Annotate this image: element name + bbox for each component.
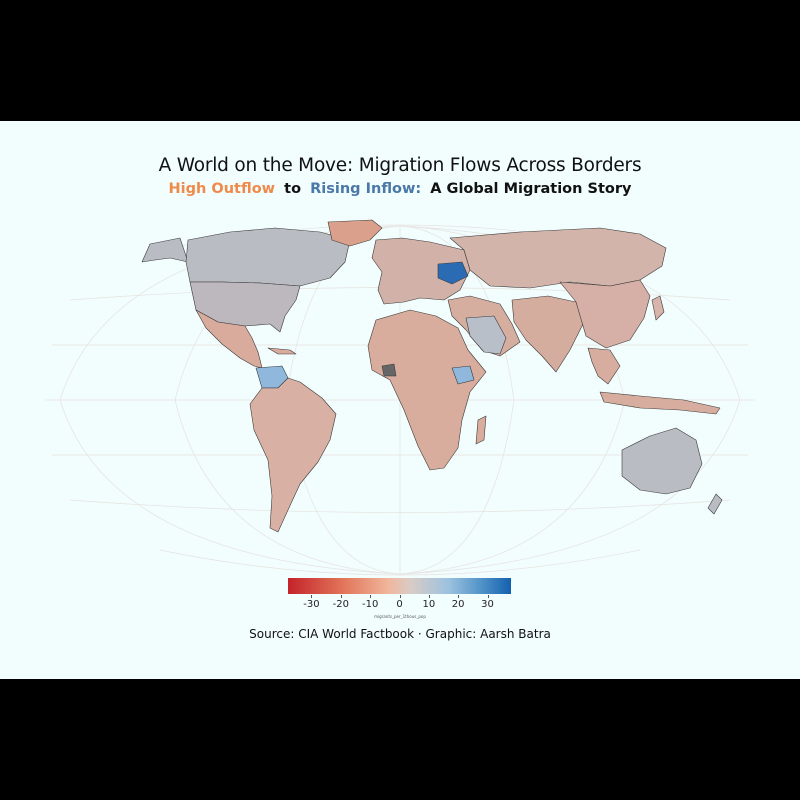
region-alaska xyxy=(141,237,189,263)
subtitle-to: to xyxy=(284,181,302,197)
region-southeast-asia xyxy=(587,347,621,385)
legend-tick-mark xyxy=(311,595,313,598)
legend-tick-mark xyxy=(458,595,460,598)
legend-tick-mark xyxy=(340,595,342,598)
legend-tick-label: -30 xyxy=(303,599,320,610)
legend-tick-label: -10 xyxy=(361,599,379,610)
region-madagascar xyxy=(475,415,487,445)
region-russia xyxy=(449,227,667,289)
legend-colorbar xyxy=(288,578,511,594)
region-saudi-arabia xyxy=(465,315,507,355)
region-west-africa-no-data xyxy=(381,363,397,377)
subtitle-high-outflow: High Outflow xyxy=(168,181,276,197)
legend-tick-mark xyxy=(487,595,489,598)
region-japan xyxy=(651,295,665,321)
subtitle-rising-inflow: Rising Inflow: xyxy=(310,181,422,197)
region-africa xyxy=(367,309,487,471)
legend-tick-mark xyxy=(428,595,430,598)
legend-tick-label: 0 xyxy=(396,599,403,610)
source-caption: Source: CIA World Factbook · Graphic: Aa… xyxy=(249,627,551,641)
region-canada xyxy=(185,227,351,287)
map-title: A World on the Move: Migration Flows Acr… xyxy=(158,155,642,176)
region-east-asia xyxy=(559,279,651,349)
legend-tick-label: -20 xyxy=(332,599,349,610)
legend-title: migrants_per_1thous_pop xyxy=(374,614,426,619)
region-indonesia xyxy=(599,391,721,415)
region-new-zealand xyxy=(707,493,723,515)
legend-tick-label: 30 xyxy=(481,599,494,610)
legend-tick-label: 20 xyxy=(451,599,465,610)
region-south-asia xyxy=(511,295,585,373)
region-australia xyxy=(621,427,703,495)
legend-tick-label: 10 xyxy=(422,599,436,610)
land xyxy=(141,219,723,533)
region-greenland xyxy=(327,219,383,247)
region-ukraine xyxy=(437,261,469,285)
region-south-america xyxy=(249,377,337,533)
legend-tick-mark xyxy=(399,595,401,598)
legend-tick-mark xyxy=(370,595,372,598)
region-caribbean xyxy=(267,347,297,355)
map-subtitle: High Outflow to Rising Inflow: A Global … xyxy=(0,181,800,197)
region-europe xyxy=(371,237,471,305)
region-south-sudan xyxy=(451,365,475,385)
subtitle-story: A Global Migration Story xyxy=(430,181,632,197)
